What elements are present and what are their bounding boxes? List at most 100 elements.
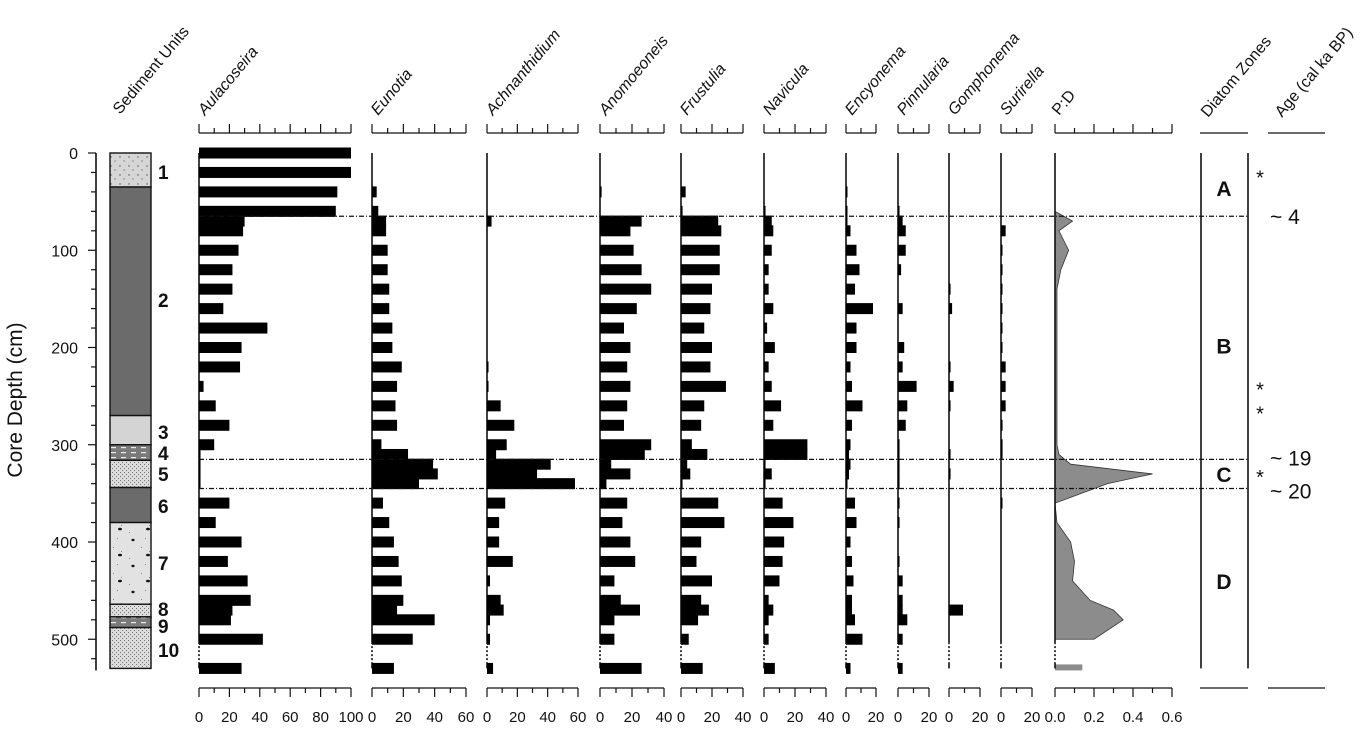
panel-eunotia: 0 20 40 60 Eunotia (368, 66, 475, 726)
pinnularia-bar (898, 439, 900, 451)
navicula-bar (764, 604, 774, 616)
navicula-bar (764, 633, 769, 645)
surirella-bar (1001, 303, 1003, 315)
frustulia-bar (681, 555, 697, 567)
zone-boundary-lines (199, 215, 1248, 490)
encyonema-bar (846, 633, 863, 645)
encyonema-bar (846, 342, 857, 353)
achnanthidium-tick-label: 20 (509, 709, 526, 726)
anomoeoneis-bar (600, 575, 615, 587)
eunotia-bar (372, 283, 390, 295)
sediment-unit-5 (109, 459, 152, 489)
taxon-header-navicula: Navicula (760, 61, 813, 119)
gomphonema-bar (949, 468, 951, 480)
age-label: ~ 19 (1270, 447, 1311, 470)
pinnularia-bar (898, 604, 903, 616)
encyonema-bar (846, 594, 852, 606)
age-label: ~ 4 (1270, 206, 1300, 229)
achnanthidium-bar (487, 633, 491, 645)
pinnularia-bar (898, 633, 903, 645)
depth-tick-label: 200 (51, 341, 78, 358)
pinnularia-bar (898, 458, 900, 470)
anomoeoneis-bar (600, 478, 607, 490)
gomphonema-bar (949, 303, 953, 315)
eunotia-bar (372, 604, 398, 616)
frustulia-bar (681, 400, 705, 412)
gomphonema-bar (949, 380, 954, 392)
pinnularia-bar (898, 244, 906, 256)
aulacoseira-bar (199, 225, 244, 237)
panel-surirella: 0 20 Surirella (997, 63, 1048, 726)
surirella-bar (1001, 225, 1006, 237)
encyonema-bar (846, 555, 852, 567)
depth-tick-label: 400 (51, 535, 78, 552)
anomoeoneis-bar (600, 342, 631, 353)
sediment-unit-label: 7 (158, 554, 169, 575)
aulacoseira-bar (199, 283, 233, 295)
pinnularia-bar (898, 497, 900, 509)
frustulia-bar (681, 458, 688, 470)
achnanthidium-bar (487, 468, 538, 480)
panel-navicula: 0 20 40 Navicula (760, 61, 835, 726)
encyonema-tick-label: 0 (842, 709, 850, 726)
encyonema-bar (846, 186, 848, 198)
aulacoseira-bar (199, 497, 230, 509)
sediment-unit-1 (109, 152, 152, 188)
pinnularia-bar (898, 380, 917, 392)
eunotia-bar (372, 400, 396, 412)
sediment-unit-label: 10 (158, 641, 179, 662)
navicula-bar (764, 244, 772, 256)
navicula-bar (764, 400, 782, 412)
eunotia-bar (372, 448, 409, 460)
encyonema-bar (846, 361, 851, 373)
sediment-unit-label: 2 (158, 291, 169, 312)
diatom-zones-column: A B C D Diatom Zones (1198, 33, 1275, 689)
aulacoseira-bar (199, 439, 215, 451)
frustulia-bar (681, 604, 709, 616)
navicula-bar (764, 517, 794, 529)
achnanthidium-bar (487, 614, 491, 626)
achnanthidium-bar (487, 215, 492, 227)
navicula-bar (764, 215, 772, 227)
achnanthidium-bar (487, 400, 501, 412)
gomphonema-tick-label: 20 (972, 709, 989, 726)
anomoeoneis-tick-label: 20 (624, 709, 641, 726)
aulacoseira-bar (199, 419, 230, 431)
achnanthidium-bar (487, 439, 507, 451)
frustulia-bar (681, 633, 689, 645)
eunotia-bar (372, 633, 413, 645)
depth-tick-label: 500 (51, 632, 78, 649)
navicula-bar (764, 283, 769, 295)
pinnularia-bar (898, 555, 900, 567)
age-date-asterisk: * (1256, 404, 1264, 426)
encyonema-bar (846, 419, 852, 431)
frustulia-bar (681, 186, 686, 198)
pinnularia-bar (898, 303, 903, 315)
anomoeoneis-bar (600, 215, 642, 227)
surirella-bar (1001, 380, 1006, 392)
achnanthidium-bar (487, 594, 501, 606)
pinnularia-bar (898, 264, 902, 276)
frustulia-tick-label: 0 (677, 709, 685, 726)
frustulia-bar (681, 478, 683, 490)
anomoeoneis-bar (600, 614, 615, 626)
eunotia-bar (372, 468, 438, 480)
aulacoseira-bar (199, 322, 268, 334)
depth-axis: 0 100 200 300 400 500 Core Depth (cm) (4, 146, 97, 671)
aulacoseira-tick-label: 100 (338, 709, 363, 726)
frustulia-bar (681, 342, 712, 353)
frustulia-bar (681, 303, 711, 315)
gomphonema-bar (949, 448, 951, 460)
navicula-bar (764, 594, 769, 606)
achnanthidium-bar (487, 380, 489, 392)
anomoeoneis-bar (600, 448, 645, 460)
anomoeoneis-bar (600, 604, 640, 616)
navicula-bar (764, 555, 783, 567)
aulacoseira-bar (199, 215, 245, 227)
eunotia-tick-label: 0 (368, 709, 376, 726)
frustulia-bar (681, 662, 703, 674)
sediment-units-header: Sediment Units (110, 24, 193, 118)
frustulia-bar (681, 448, 708, 460)
encyonema-bar (846, 439, 851, 451)
